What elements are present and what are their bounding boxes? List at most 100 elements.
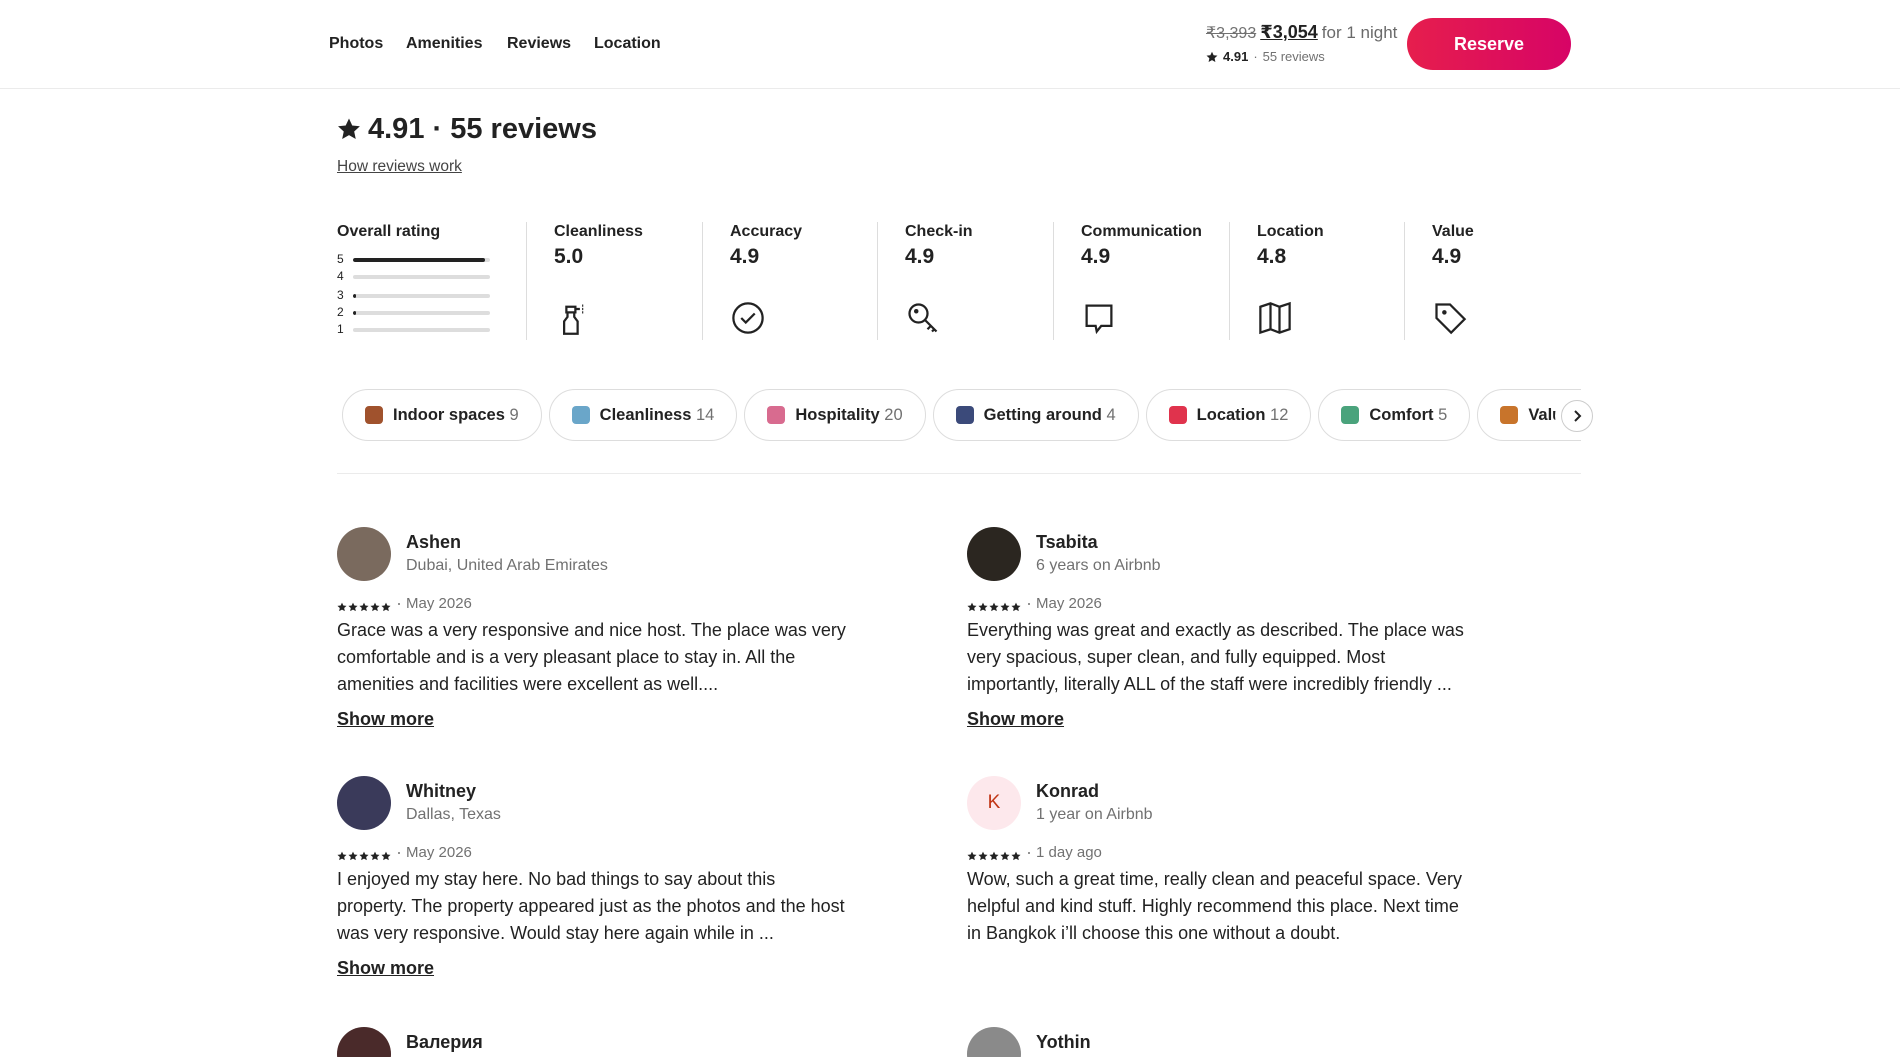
show-more[interactable]: Show more — [337, 709, 435, 730]
section-divider — [337, 473, 1581, 474]
review-date: May 2026 — [406, 595, 472, 613]
reviews-heading: 4.91 · 55 reviews — [368, 113, 597, 146]
chip-label: Cleanliness 14 — [600, 406, 715, 425]
chip-count: 4 — [1106, 405, 1116, 424]
review-chip[interactable]: Getting around 4 — [932, 389, 1139, 441]
price-period: for 1 night — [1321, 23, 1398, 42]
reviewer-name: Валерия — [406, 1032, 483, 1053]
rating: 4.91 — [1223, 49, 1249, 64]
review-chip[interactable]: Indoor spaces 9 — [342, 389, 542, 441]
category-score: 4.8 — [1257, 245, 1287, 269]
review-chip[interactable]: Location 12 — [1145, 389, 1312, 441]
star-icon — [348, 848, 358, 861]
star-icon — [1000, 848, 1010, 861]
category-score: 4.9 — [1432, 245, 1462, 269]
review-chip[interactable]: Cleanliness 14 — [548, 389, 738, 441]
star-icon-svg — [338, 118, 360, 139]
category-name: Accuracy — [730, 222, 803, 240]
bar-label: 5 — [337, 252, 344, 267]
avatar — [337, 527, 391, 581]
review-count: 55 reviews — [1262, 49, 1325, 64]
category-score: 4.9 — [905, 245, 935, 269]
star-icon-svg — [348, 851, 358, 861]
category-divider — [526, 222, 527, 340]
reviewer-name: Tsabita — [1036, 532, 1098, 553]
star-icon — [1011, 599, 1021, 612]
chip-text: Value — [1528, 405, 1572, 424]
nav-rating: 4.91 · 55 reviews — [1206, 49, 1325, 64]
star-icon-svg — [381, 602, 391, 612]
chip-text: Getting around — [983, 405, 1102, 424]
show-more[interactable]: Show more — [337, 958, 435, 979]
chip-label: Getting around 4 — [984, 406, 1116, 425]
star-icon — [978, 848, 988, 861]
category-icon — [1432, 300, 1468, 336]
avatar — [967, 1027, 1021, 1057]
star-icon — [1011, 848, 1021, 861]
chip-label: Comfort 5 — [1369, 406, 1447, 425]
chip-text: Hospitality — [795, 405, 880, 424]
category-name: Check-in — [905, 222, 973, 240]
chip-icon — [1341, 406, 1360, 424]
star-icon-svg — [370, 602, 380, 612]
price-original: ₹3,393 — [1206, 25, 1257, 42]
star-icon — [370, 599, 380, 612]
star-icon-svg — [348, 602, 358, 612]
category-score: 4.9 — [1081, 245, 1111, 269]
review-chip[interactable]: Value 5 — [1477, 389, 1581, 441]
review-text: I enjoyed my stay here. No bad things to… — [337, 869, 845, 943]
reserve-button[interactable]: Reserve — [1407, 18, 1571, 70]
review-text: Grace was a very responsive and nice hos… — [337, 620, 846, 694]
chip-label: Indoor spaces 9 — [393, 406, 519, 425]
review-date: May 2026 — [406, 844, 472, 862]
nav-tab[interactable]: Location — [594, 34, 661, 52]
star-icon — [370, 848, 380, 861]
show-more[interactable]: Show more — [967, 709, 1065, 730]
bar-label: 4 — [337, 269, 344, 284]
reviewer-name: Ashen — [406, 532, 462, 553]
star-icon — [359, 848, 369, 861]
star-icon-svg — [978, 602, 988, 612]
chip-text: Indoor spaces — [393, 405, 505, 424]
category-icon-svg — [732, 302, 764, 334]
bar-track — [353, 275, 490, 279]
nav-tab[interactable]: Photos — [329, 34, 384, 52]
nav-tab[interactable]: Reviews — [507, 34, 572, 52]
star-icon-svg — [967, 602, 977, 612]
reviewer-name: Konrad — [1036, 781, 1099, 802]
how-reviews-link[interactable]: How reviews work — [337, 157, 462, 175]
review-chip[interactable]: Comfort 5 — [1318, 389, 1471, 441]
reviewer-name: Whitney — [406, 781, 476, 802]
bar-track — [353, 328, 490, 332]
review-chip[interactable]: Hospitality 20 — [744, 389, 926, 441]
dot — [1028, 852, 1030, 854]
avatar — [967, 527, 1021, 581]
category-icon-svg — [908, 303, 938, 333]
chip-count: 5 — [1438, 405, 1448, 424]
chevron — [1574, 410, 1582, 422]
star-icon-svg — [978, 851, 988, 861]
category-icon — [905, 300, 941, 336]
star-icon — [989, 599, 999, 612]
avatar — [337, 1027, 391, 1057]
star-icon-svg — [337, 602, 347, 612]
category-score: 5.0 — [554, 245, 584, 269]
category-name: Location — [1257, 222, 1324, 240]
star-icon-svg — [359, 851, 369, 861]
category-icon-svg — [563, 304, 584, 335]
star-icon — [978, 599, 988, 612]
overall-label: Overall rating — [337, 222, 441, 240]
star-icon-svg — [1000, 602, 1010, 612]
category-divider — [1229, 222, 1230, 340]
price-current: ₹3,054 — [1260, 22, 1318, 42]
category-icon-svg — [1435, 303, 1467, 335]
star-icon — [381, 848, 391, 861]
category-divider — [702, 222, 703, 340]
category-icon-svg — [1085, 304, 1113, 335]
category-icon-svg — [1259, 301, 1291, 335]
nav-tab[interactable]: Amenities — [406, 34, 483, 52]
chip-next-button[interactable] — [1561, 400, 1593, 432]
reviewer-subtitle: 6 years on Airbnb — [1036, 556, 1161, 574]
review-date: May 2026 — [1036, 595, 1102, 613]
